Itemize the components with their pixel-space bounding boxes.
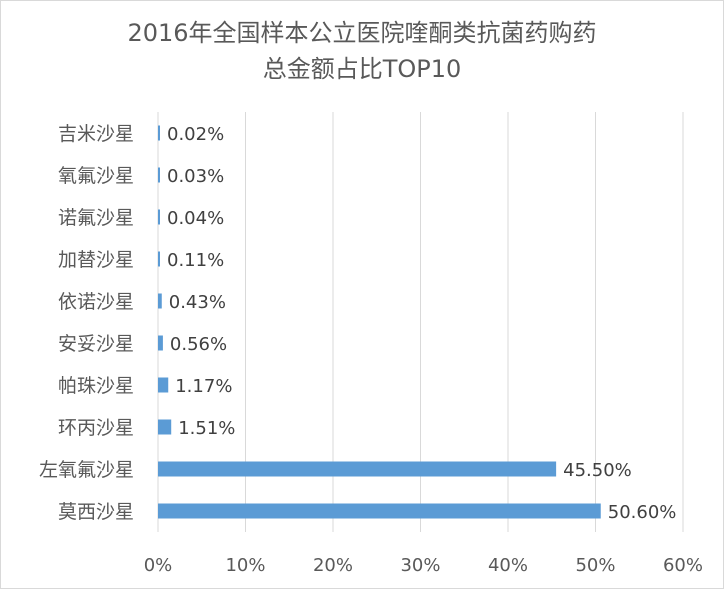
category-label: 安妥沙星 — [58, 333, 134, 355]
category-label: 莫西沙星 — [58, 501, 134, 523]
chart-title-line-2: 总金额占比TOP10 — [262, 55, 462, 83]
data-label: 50.60% — [608, 502, 677, 523]
bar — [158, 209, 160, 225]
chart-title-line-1: 2016年全国样本公立医院喹酮类抗菌药购药 — [127, 19, 597, 47]
bar — [158, 125, 160, 141]
category-label: 依诺沙星 — [58, 291, 134, 313]
bar — [158, 377, 169, 393]
category-label: 加替沙星 — [58, 249, 134, 271]
x-tick-label: 20% — [313, 555, 353, 576]
data-label: 0.02% — [167, 124, 224, 145]
bar — [158, 251, 160, 267]
category-label: 环丙沙星 — [58, 417, 134, 439]
data-label: 1.51% — [178, 418, 235, 439]
x-tick-label: 0% — [144, 555, 173, 576]
data-label: 45.50% — [563, 460, 632, 481]
bar — [158, 293, 162, 309]
bar — [158, 461, 557, 477]
data-label: 0.04% — [167, 208, 224, 229]
x-tick-label: 40% — [488, 555, 528, 576]
bar — [158, 503, 601, 519]
data-label: 0.43% — [169, 292, 226, 313]
data-label: 0.03% — [167, 166, 224, 187]
data-label: 0.56% — [170, 334, 227, 355]
bar — [158, 167, 160, 183]
data-label: 1.17% — [175, 376, 232, 397]
category-label: 吉米沙星 — [58, 123, 134, 145]
x-tick-label: 50% — [575, 555, 615, 576]
category-label: 帕珠沙星 — [58, 375, 134, 397]
x-tick-label: 60% — [663, 555, 703, 576]
category-label: 氧氟沙星 — [58, 165, 134, 187]
chart-title: 2016年全国样本公立医院喹酮类抗菌药购药 总金额占比TOP10 — [1, 15, 723, 87]
category-label: 左氧氟沙星 — [39, 459, 134, 481]
x-tick-label: 30% — [400, 555, 440, 576]
data-label: 0.11% — [167, 250, 224, 271]
bar — [158, 419, 172, 435]
bar — [158, 335, 163, 351]
x-tick-label: 10% — [225, 555, 265, 576]
category-label: 诺氟沙星 — [58, 207, 134, 229]
